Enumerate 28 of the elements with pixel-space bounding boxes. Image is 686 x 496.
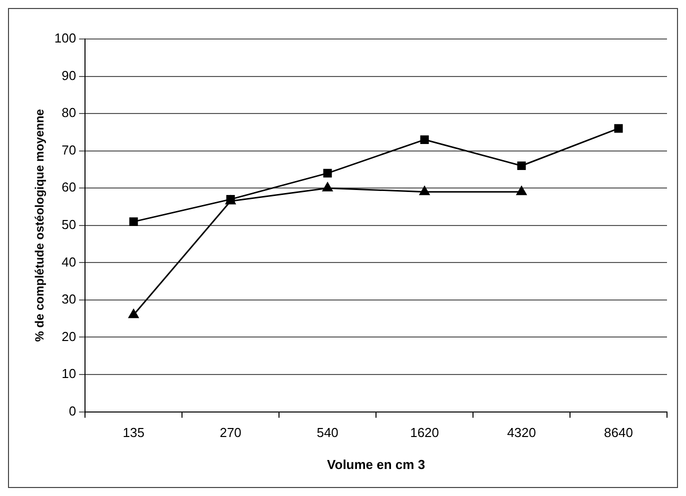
y-tick-label: 20 (62, 328, 76, 344)
y-tick-label: 40 (62, 254, 76, 270)
point (322, 182, 333, 192)
x-tick-label: 1620 (410, 425, 439, 440)
y-tick-label: 80 (62, 105, 76, 120)
point (516, 186, 527, 196)
point (129, 217, 138, 226)
point (614, 124, 623, 133)
point (323, 168, 332, 178)
x-tick-label: 540 (316, 425, 338, 440)
y-tick-label: 100 (54, 30, 76, 46)
y-tick-label: 50 (62, 216, 76, 232)
point (419, 186, 430, 196)
y-tick-label: 60 (62, 180, 76, 195)
x-tick-label: 270 (220, 425, 242, 440)
point (517, 161, 526, 170)
point (420, 135, 429, 144)
y-tick-label: 30 (62, 292, 76, 307)
y-tick-label: 70 (62, 142, 76, 158)
y-tick-label: 0 (68, 403, 76, 418)
y-tick-label: 90 (62, 68, 76, 83)
x-axis-title: Volume en cm 3 (327, 456, 426, 472)
x-tick-label: 4320 (507, 425, 536, 440)
y-axis-title: % de complétude ostéologique moyenne (32, 108, 47, 342)
point (128, 309, 139, 318)
x-tick-label: 135 (122, 425, 144, 440)
x-tick-label: 8640 (604, 425, 633, 440)
y-tick-label: 10 (62, 366, 76, 382)
